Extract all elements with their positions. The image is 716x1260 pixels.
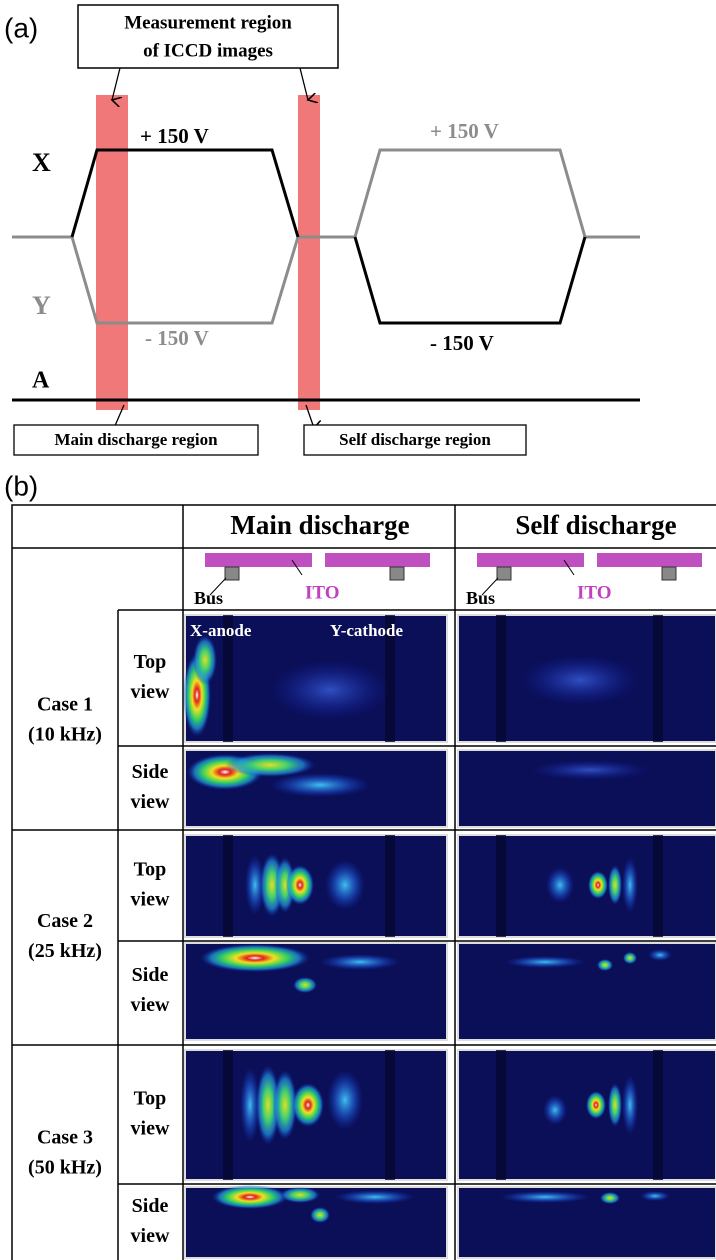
- emission: [543, 1095, 567, 1125]
- emission: [597, 959, 613, 971]
- column-header: Main discharge: [230, 510, 409, 540]
- figure: (a) Measurement region of ICCD images X …: [0, 0, 716, 1260]
- view-label: Side: [132, 1195, 169, 1217]
- view-label: Top: [134, 651, 167, 673]
- case-label: Case 3: [37, 1127, 93, 1149]
- signal-label: A: [32, 368, 50, 394]
- emission: [280, 1187, 320, 1203]
- ito-electrode: [205, 553, 312, 567]
- emission: [200, 944, 310, 972]
- emission: [588, 871, 608, 899]
- view-label: view: [131, 681, 170, 703]
- ito-electrode: [477, 553, 584, 567]
- electrode-label: ITO: [577, 582, 612, 603]
- emission: [270, 660, 390, 720]
- view-label: Side: [132, 964, 169, 986]
- image-label: Y-cathode: [330, 621, 403, 640]
- electrode-label: ITO: [305, 582, 340, 603]
- region-label: Main discharge region: [54, 430, 218, 449]
- voltage-label: + 150 V: [430, 119, 499, 143]
- electrode-shadow: [653, 615, 663, 742]
- panel-a: (a) Measurement region of ICCD images X …: [4, 5, 640, 455]
- case-label: Case 2: [37, 910, 93, 932]
- emission: [193, 635, 217, 685]
- case-label: Case 1: [37, 694, 93, 716]
- case-label: (10 kHz): [28, 724, 102, 746]
- electrode-shadow: [653, 1050, 663, 1180]
- emission: [505, 956, 585, 968]
- emission: [640, 1191, 670, 1201]
- emission: [608, 865, 622, 905]
- iccd-image: [458, 943, 716, 1040]
- emission: [622, 1075, 638, 1135]
- callout-text: of ICCD images: [143, 40, 273, 61]
- emission: [292, 1083, 324, 1127]
- emission: [586, 1091, 606, 1119]
- bus-electrode: [390, 567, 404, 580]
- emission: [320, 954, 400, 970]
- ito-electrode: [325, 553, 430, 567]
- region-label: Self discharge region: [339, 430, 491, 449]
- ito-electrode: [597, 553, 702, 567]
- emission: [335, 1190, 415, 1204]
- electrode-label: Bus: [194, 588, 223, 608]
- electrode-label: Bus: [466, 588, 495, 608]
- signal-label: Y: [32, 291, 51, 320]
- emission: [520, 655, 640, 705]
- emission: [600, 1192, 620, 1204]
- panel-label: (a): [4, 12, 38, 43]
- view-label: view: [131, 1225, 170, 1247]
- emission: [270, 773, 370, 797]
- emission: [623, 952, 637, 964]
- view-label: Top: [134, 1088, 167, 1110]
- view-label: view: [131, 791, 170, 813]
- electrode-shadow: [496, 1050, 506, 1180]
- bus-electrode: [225, 567, 239, 580]
- electrode-shadow: [496, 835, 506, 937]
- emission: [622, 857, 638, 913]
- measurement-bar: [96, 95, 128, 410]
- voltage-label: - 150 V: [145, 326, 209, 350]
- emission: [325, 860, 365, 910]
- panel-b: (b) Main discharge Self discharge Bus ITO…: [4, 470, 716, 1260]
- electrode-shadow: [653, 835, 663, 937]
- column-header: Self discharge: [515, 510, 676, 540]
- electrode-shadow: [496, 615, 506, 742]
- bus-electrode: [497, 567, 511, 580]
- signal-label: X: [32, 148, 51, 177]
- electrode-shadow: [385, 835, 395, 937]
- panel-label: (b): [4, 470, 38, 501]
- emission: [327, 1070, 363, 1130]
- bus-electrode: [662, 567, 676, 580]
- measurement-bar: [298, 95, 320, 410]
- view-label: view: [131, 1118, 170, 1140]
- emission: [608, 1083, 622, 1127]
- voltage-label: - 150 V: [430, 331, 494, 355]
- image-label: X-anode: [190, 621, 252, 640]
- view-label: Side: [132, 761, 169, 783]
- view-label: Top: [134, 859, 167, 881]
- emission: [546, 867, 574, 903]
- callout-text: Measurement region: [124, 12, 292, 33]
- view-label: view: [131, 889, 170, 911]
- electrode-shadow: [223, 835, 233, 937]
- case-label: (25 kHz): [28, 940, 102, 962]
- emission: [310, 1207, 330, 1223]
- emission: [648, 949, 672, 961]
- voltage-label: + 150 V: [140, 124, 209, 148]
- emission: [530, 760, 650, 780]
- emission: [293, 977, 317, 993]
- emission: [212, 1185, 288, 1209]
- electrode-shadow: [385, 1050, 395, 1180]
- view-label: view: [131, 994, 170, 1016]
- electrode-shadow: [223, 1050, 233, 1180]
- emission: [500, 1191, 590, 1203]
- emission: [286, 865, 314, 905]
- case-label: (50 kHz): [28, 1157, 102, 1179]
- emission: [225, 753, 315, 777]
